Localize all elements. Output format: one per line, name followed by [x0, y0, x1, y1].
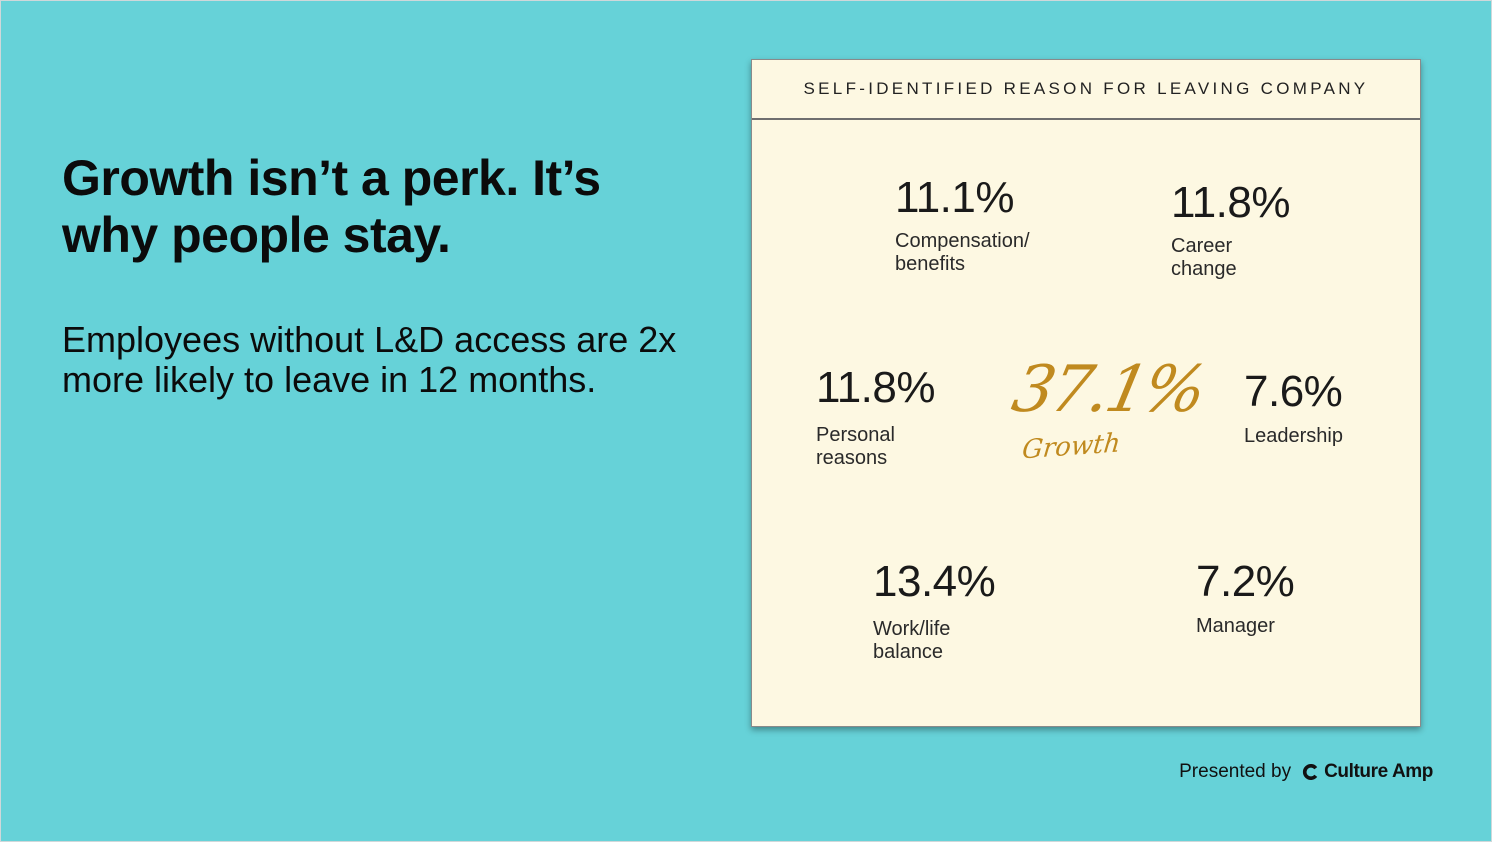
stat-label: Career change — [1171, 235, 1237, 280]
stat-label: Compensation/ benefits — [895, 230, 1030, 275]
stat-value: 7.6% — [1244, 367, 1343, 416]
stat-manager: 7.2% Manager — [1196, 557, 1295, 638]
culture-amp-logo-icon — [1303, 764, 1318, 780]
stat-value: 11.1% — [895, 173, 1014, 222]
stat-personal-reasons: 11.8% Personal reasons — [816, 363, 936, 470]
stat-value: 11.8% — [816, 363, 936, 412]
subheadline: Employees without L&D access are 2x more… — [62, 319, 677, 400]
stat-label: Work/life balance — [873, 618, 951, 663]
stat-label: Personal reasons — [816, 424, 895, 469]
brand-name: Culture Amp — [1324, 761, 1433, 782]
stat-label: Leadership — [1244, 425, 1343, 447]
growth-label: Growth — [1020, 428, 1122, 466]
growth-highlight: 37.1% Growth — [1006, 353, 1210, 465]
card-title: SELF-IDENTIFIED REASON FOR LEAVING COMPA… — [752, 60, 1420, 120]
growth-value: 37.1% — [1006, 353, 1211, 427]
footer: Presented by Culture Amp — [1179, 761, 1433, 783]
stat-label: Manager — [1196, 615, 1275, 637]
headline: Growth isn’t a perk. It’s why people sta… — [62, 150, 601, 263]
presented-by-label: Presented by — [1179, 761, 1292, 782]
stat-career-change: 11.8% Career change — [1171, 178, 1291, 281]
stat-leadership: 7.6% Leadership — [1244, 368, 1343, 448]
reasons-card: SELF-IDENTIFIED REASON FOR LEAVING COMPA… — [751, 59, 1421, 727]
stat-value: 7.2% — [1196, 557, 1295, 606]
brand-logo: Culture Amp — [1301, 761, 1433, 783]
stat-value: 11.8% — [1171, 178, 1291, 227]
stat-work-life-balance: 13.4% Work/life balance — [873, 557, 996, 664]
stat-compensation: 11.1% Compensation/ benefits — [895, 174, 1030, 276]
stat-value: 13.4% — [873, 557, 996, 606]
